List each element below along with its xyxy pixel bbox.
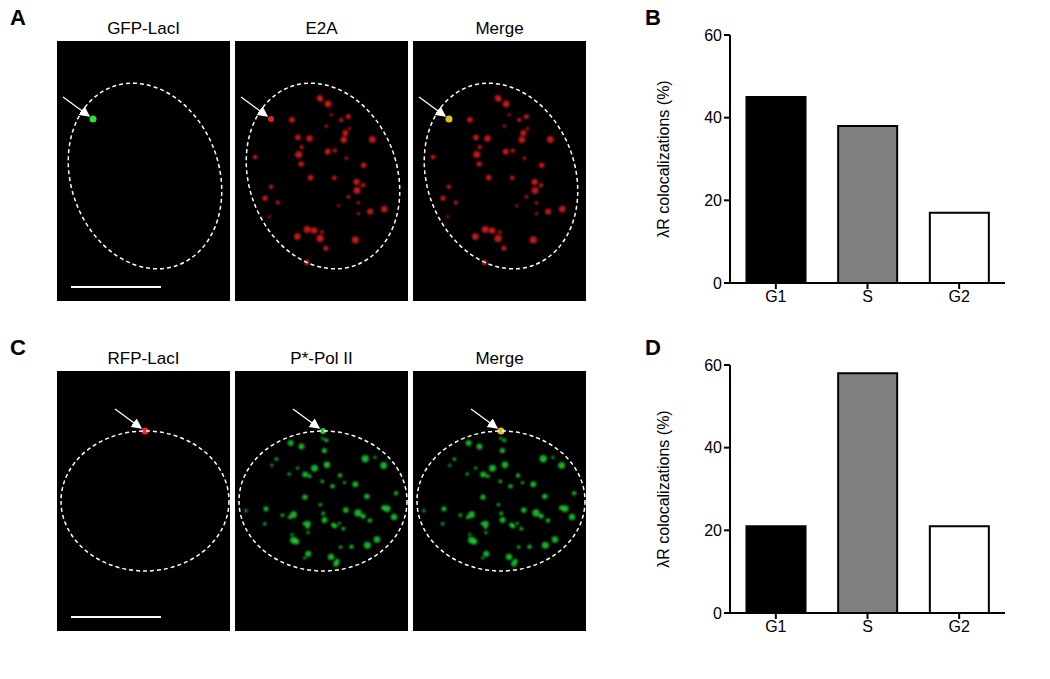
svg-text:G2: G2 (948, 288, 969, 305)
html-text:P*-Pol II: P*-Pol II (290, 349, 353, 368)
svg-text:S: S (862, 618, 873, 635)
svg-text:60: 60 (704, 357, 722, 374)
html-text:A: A (10, 5, 26, 30)
svg-text:0: 0 (713, 275, 722, 292)
svg-text:λR colocalizations (%): λR colocalizations (%) (655, 80, 672, 237)
svg-text:20: 20 (704, 522, 722, 539)
svg-text:60: 60 (704, 27, 722, 44)
svg-text:S: S (862, 288, 873, 305)
svg-text:G1: G1 (765, 288, 786, 305)
svg-text:λR colocalizations (%): λR colocalizations (%) (655, 410, 672, 567)
html-text:D: D (645, 335, 661, 360)
html-text:GFP-LacI: GFP-LacI (107, 19, 180, 38)
html-text:Merge: Merge (475, 349, 524, 368)
html-text:Merge: Merge (475, 19, 524, 38)
html-text:C: C (10, 335, 26, 360)
svg-text:0: 0 (713, 605, 722, 622)
svg-text:40: 40 (704, 439, 722, 456)
svg-text:20: 20 (704, 192, 722, 209)
html-text:B: B (645, 5, 661, 30)
svg-text:G1: G1 (765, 618, 786, 635)
html-text:RFP-LacI: RFP-LacI (107, 349, 180, 368)
html-text:E2A: E2A (305, 19, 338, 38)
svg-text:G2: G2 (948, 618, 969, 635)
svg-text:40: 40 (704, 109, 722, 126)
